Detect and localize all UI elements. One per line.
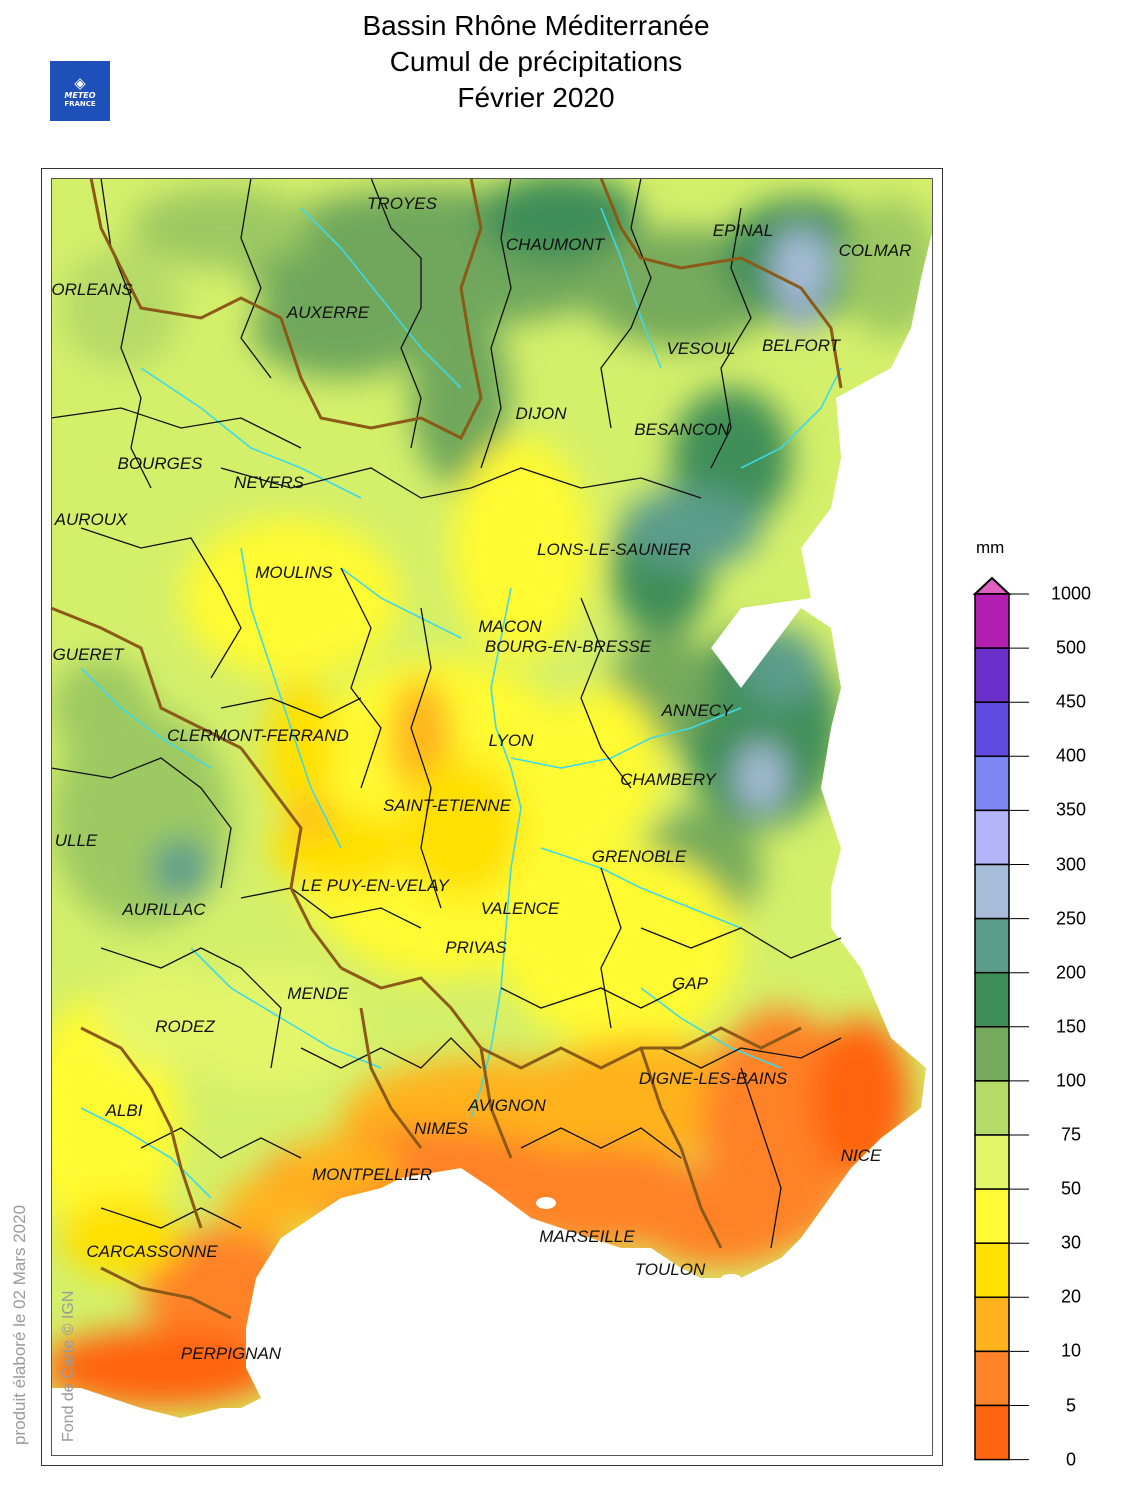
legend-swatch [974, 1134, 1010, 1190]
coastal-lagoons [536, 1197, 741, 1282]
city-label: CARCASSONNE [86, 1242, 218, 1261]
title-line-2: Cumul de précipitations [389, 46, 683, 77]
city-label: TROYES [367, 194, 437, 213]
legend-label: 500 [1055, 637, 1087, 658]
department-borders [50, 177, 842, 1249]
city-label: COLMAR [838, 241, 912, 260]
legend-swatch [974, 593, 1010, 649]
legend-label: 250 [1055, 908, 1087, 929]
legend-swatch [974, 1188, 1010, 1244]
city-label: DIJON [515, 404, 567, 423]
city-label: ANNECY [661, 701, 733, 720]
city-label: AVIGNON [468, 1096, 546, 1115]
city-label: RODEZ [155, 1017, 215, 1036]
outer-frame [41, 168, 943, 1466]
city-label: BESANCON [634, 420, 730, 439]
legend-label: 0 [1065, 1449, 1076, 1470]
legend-label: 50 [1060, 1178, 1082, 1199]
city-label: BOURG-EN-BRESSE [484, 637, 652, 656]
legend-label: 30 [1060, 1232, 1082, 1253]
legend-swatch [974, 1242, 1010, 1299]
city-label: CHAMBERY [620, 770, 716, 789]
city-label: GRENOBLE [591, 847, 687, 866]
legend-label: 10 [1060, 1340, 1082, 1361]
legend-swatch [974, 1296, 1010, 1353]
legend-label: 300 [1055, 854, 1087, 874]
legend-swatch [974, 1080, 1010, 1136]
city-label: LONS-LE-SAUNIER [537, 540, 691, 559]
legend-swatch [974, 1404, 1010, 1461]
legend-swatch [974, 1026, 1010, 1082]
legend-label: 1000 [1050, 583, 1092, 604]
city-label: CLERMONT-FERRAND [167, 726, 349, 745]
legend-swatch [974, 1350, 1010, 1407]
city-label: CHAUMONT [505, 235, 605, 254]
legend-unit: mm [976, 538, 1005, 557]
map-credit-text: Fond de Carte © IGN [60, 1290, 77, 1442]
city-label: BELFORT [761, 336, 841, 355]
legend-label: 100 [1055, 1070, 1087, 1091]
city-label: MONTPELLIER [312, 1165, 432, 1184]
legend-label: 200 [1055, 962, 1087, 983]
city-label: GAP [672, 974, 708, 993]
legend-swatch [974, 971, 1010, 1028]
color-legend [972, 576, 1029, 1461]
city-label: ALBI [105, 1101, 143, 1120]
city-label: ORLEANS [51, 280, 133, 299]
precipitation-field [51, 178, 933, 1418]
legend-label: 20 [1060, 1286, 1082, 1307]
legend-label: 75 [1060, 1124, 1082, 1145]
legend-swatch [974, 647, 1010, 703]
city-label: MACON [478, 617, 542, 636]
city-label: PRIVAS [445, 938, 507, 957]
legend-label: 5 [1065, 1395, 1076, 1415]
city-label: MOULINS [255, 563, 333, 582]
city-label: DIGNE-LES-BAINS [638, 1069, 788, 1088]
inner-frame [51, 178, 933, 1456]
city-label: TOULON [634, 1260, 706, 1279]
title-line-1: Bassin Rhône Méditerranée [362, 10, 710, 41]
logo-line-1: METEO [64, 90, 96, 100]
city-label: LYON [488, 731, 534, 750]
city-label: MARSEILLE [539, 1227, 635, 1246]
legend-swatch [974, 701, 1010, 758]
precipitation-map [41, 168, 943, 1466]
city-label: MENDE [287, 984, 349, 1003]
city-label: PERPIGNAN [180, 1344, 282, 1363]
legend-label: 450 [1055, 691, 1087, 712]
city-label: NICE [840, 1146, 882, 1165]
meteo-france-logo: ◈ METEO FRANCE [50, 61, 110, 121]
legend-label: 400 [1055, 745, 1087, 766]
legend-cap [972, 576, 1012, 595]
production-date-text: produit élaboré le 02 Mars 2020 [10, 1204, 29, 1445]
city-label: AUROUX [54, 510, 128, 529]
map-title: Bassin Rhône Méditerranée Cumul de préci… [236, 8, 836, 116]
title-line-3: Février 2020 [457, 82, 615, 113]
logo-icon: ◈ [74, 73, 86, 92]
legend-swatch [974, 917, 1010, 974]
city-label: ULLE [54, 831, 98, 850]
legend-label: 350 [1055, 799, 1087, 820]
region-borders [50, 177, 843, 1320]
logo-line-2: FRANCE [64, 99, 96, 108]
legend-swatch [974, 809, 1010, 866]
city-label: AUXERRE [286, 303, 370, 322]
city-label: AURILLAC [122, 900, 206, 919]
city-label: EPINAL [712, 221, 774, 240]
city-label: BOURGES [117, 454, 203, 473]
legend-swatch [974, 755, 1010, 812]
city-label: GUERET [52, 645, 124, 664]
legend-label: 150 [1055, 1016, 1087, 1037]
city-label: NIMES [414, 1119, 468, 1138]
city-label: NEVERS [234, 473, 304, 492]
city-label: VESOUL [666, 339, 736, 358]
map-frame [41, 168, 943, 1466]
legend-swatch [974, 863, 1010, 920]
rivers [80, 207, 842, 1199]
city-label: SAINT-ETIENNE [383, 796, 511, 815]
city-label: LE PUY-EN-VELAY [301, 876, 449, 895]
city-label: VALENCE [480, 899, 560, 918]
